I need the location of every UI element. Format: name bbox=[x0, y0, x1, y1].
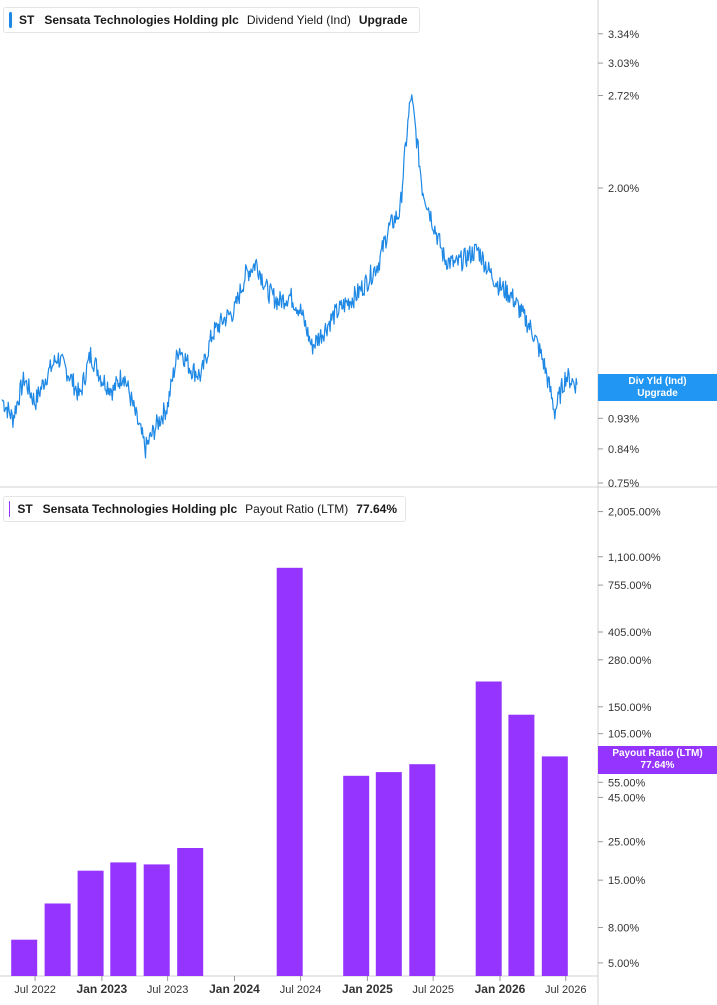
y-tick-label: 5.00% bbox=[608, 958, 639, 970]
ticker-symbol: ST bbox=[17, 502, 33, 516]
y-tick-label: 0.75% bbox=[608, 478, 639, 490]
y-tick-label: 55.00% bbox=[608, 777, 646, 789]
series-color-swatch bbox=[9, 501, 11, 517]
payout-ratio-bar bbox=[508, 714, 535, 976]
company-name: Sensata Technologies Holding plc bbox=[44, 13, 239, 27]
x-tick-label: Jul 2022 bbox=[14, 984, 56, 996]
company-name: Sensata Technologies Holding plc bbox=[42, 502, 238, 516]
metric-name: Dividend Yield (Ind) bbox=[246, 13, 351, 27]
payout-ratio-price-badge: Payout Ratio (LTM) 77.64% bbox=[598, 746, 717, 774]
x-tick-label: Jan 2026 bbox=[475, 982, 526, 996]
date-x-axis: Jul 2022 Jan 2023 Jul 2023 Jan 2024 Jul 2024… bbox=[14, 976, 587, 996]
dividend-yield-price-badge: Div Yld (Ind) Upgrade bbox=[598, 374, 717, 401]
y-tick-label: 755.00% bbox=[608, 580, 652, 592]
series-color-swatch bbox=[9, 12, 12, 28]
y-tick-label: 25.00% bbox=[608, 837, 646, 849]
dividend-yield-legend[interactable]: ST Sensata Technologies Holding plc Divi… bbox=[3, 7, 420, 33]
y-tick-label: 280.00% bbox=[608, 655, 652, 667]
x-tick-label: Jul 2024 bbox=[280, 984, 322, 996]
badge-value: 77.64% bbox=[640, 760, 675, 771]
payout-ratio-bar bbox=[276, 567, 303, 976]
payout-ratio-bar bbox=[375, 772, 402, 976]
y-tick-label: 15.00% bbox=[608, 875, 646, 887]
dividend-yield-y-axis: 3.34%3.03%2.72%2.00%1.00%0.93%0.84%0.75% bbox=[598, 29, 639, 490]
y-tick-label: 2.00% bbox=[608, 183, 639, 195]
x-tick-label: Jan 2025 bbox=[342, 982, 393, 996]
payout-ratio-bar bbox=[177, 848, 204, 976]
y-tick-label: 105.00% bbox=[608, 729, 652, 741]
payout-ratio-bar bbox=[44, 903, 71, 976]
payout-ratio-bar bbox=[409, 764, 436, 976]
payout-ratio-bar bbox=[541, 756, 568, 976]
dividend-yield-series-line bbox=[1, 94, 578, 459]
y-tick-label: 1,100.00% bbox=[608, 552, 661, 564]
dividend-yield-plot bbox=[1, 94, 578, 459]
ticker-symbol: ST bbox=[19, 13, 35, 27]
payout-ratio-plot bbox=[11, 567, 568, 976]
y-tick-label: 45.00% bbox=[608, 792, 646, 804]
y-tick-label: 2,005.00% bbox=[608, 507, 661, 519]
x-tick-label: Jan 2024 bbox=[209, 982, 260, 996]
payout-ratio-legend[interactable]: ST Sensata Technologies Holding plc Payo… bbox=[3, 496, 406, 522]
y-tick-label: 0.93% bbox=[608, 413, 639, 425]
payout-ratio-bar bbox=[77, 870, 104, 976]
badge-label: Div Yld (Ind) bbox=[628, 375, 687, 387]
badge-label: Payout Ratio (LTM) bbox=[612, 748, 703, 759]
y-tick-label: 8.00% bbox=[608, 922, 639, 934]
y-tick-label: 405.00% bbox=[608, 627, 652, 639]
x-tick-label: Jan 2023 bbox=[77, 982, 128, 996]
x-tick-label: Jul 2023 bbox=[147, 984, 189, 996]
payout-ratio-y-axis: 2,005.00% 1,100.00% 755.00% 405.00% 280.00% 1… bbox=[598, 507, 661, 970]
y-tick-label: 3.03% bbox=[608, 58, 639, 70]
y-tick-label: 0.84% bbox=[608, 444, 639, 456]
payout-ratio-bar bbox=[11, 939, 38, 976]
y-tick-label: 2.72% bbox=[608, 91, 639, 103]
payout-ratio-bar bbox=[343, 775, 370, 976]
payout-ratio-bar bbox=[110, 862, 137, 976]
badge-value: Upgrade bbox=[637, 387, 678, 399]
y-tick-label: 3.34% bbox=[608, 29, 639, 41]
payout-ratio-bar bbox=[475, 681, 502, 976]
y-tick-label: 150.00% bbox=[608, 702, 652, 714]
x-tick-label: Jul 2025 bbox=[412, 984, 454, 996]
metric-value: 77.64% bbox=[356, 502, 397, 516]
metric-name: Payout Ratio (LTM) bbox=[245, 502, 349, 516]
payout-ratio-bar bbox=[143, 864, 170, 976]
x-tick-label: Jul 2026 bbox=[545, 984, 587, 996]
metric-value[interactable]: Upgrade bbox=[358, 13, 408, 27]
